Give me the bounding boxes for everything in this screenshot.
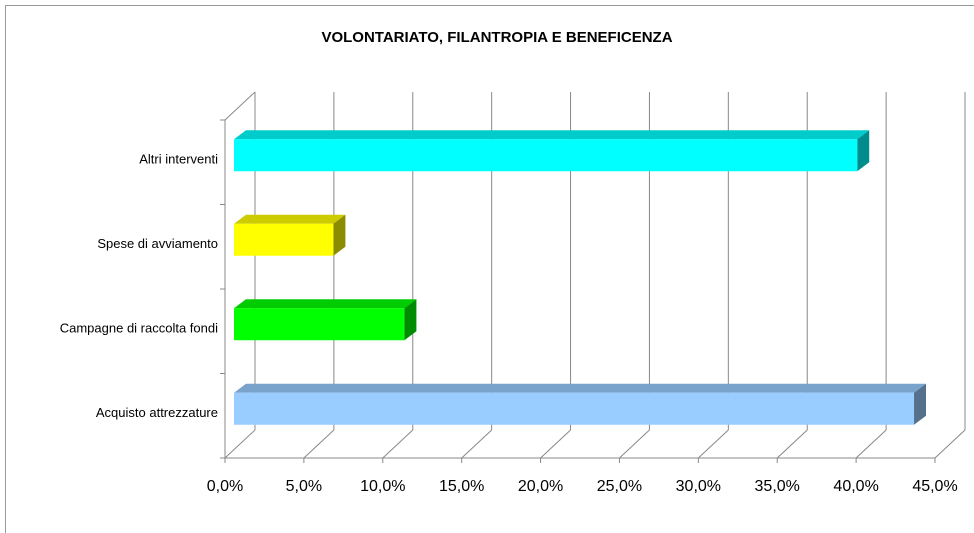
bar (234, 223, 334, 256)
x-tick-label: 45,0% (912, 478, 957, 495)
bar-top (234, 214, 346, 224)
grid-line (224, 429, 256, 459)
bar (234, 392, 915, 425)
bar-side (857, 130, 870, 172)
chart-frame (5, 5, 974, 533)
x-tick-label: 5,0% (286, 478, 322, 495)
grid-line (776, 429, 808, 459)
x-tick-label: 20,0% (518, 478, 563, 495)
bar (234, 308, 405, 341)
bar-side (914, 383, 927, 425)
bar-side (404, 299, 417, 341)
grid-line (855, 429, 887, 459)
grid-line (382, 429, 414, 459)
y-tick-label: Altri interventi (139, 152, 218, 167)
x-tick-label: 15,0% (439, 478, 484, 495)
x-tick-label: 30,0% (676, 478, 721, 495)
grid-line (697, 429, 729, 459)
x-tick-label: 40,0% (833, 478, 878, 495)
y-tick-label: Campagne di raccolta fondi (60, 321, 218, 336)
bar-top (234, 383, 927, 393)
bar-top (234, 130, 870, 140)
wall-edge (224, 91, 256, 121)
x-tick-label: 25,0% (597, 478, 642, 495)
grid-line (619, 429, 650, 459)
grid-line (934, 429, 966, 459)
y-tick-label: Spese di avviamento (97, 236, 218, 251)
grid-line (540, 429, 571, 459)
bar-side (333, 214, 346, 256)
x-tick-label: 0,0% (207, 478, 243, 495)
x-tick-label: 35,0% (755, 478, 800, 495)
chart-title: VOLONTARIATO, FILANTROPIA E BENEFICENZA (321, 29, 672, 46)
bar (234, 139, 858, 172)
y-tick-label: Acquisto attrezzature (96, 405, 218, 420)
grid-line (303, 429, 335, 459)
grid-line (461, 429, 493, 459)
bar-top (234, 299, 417, 309)
x-tick-label: 10,0% (360, 478, 405, 495)
